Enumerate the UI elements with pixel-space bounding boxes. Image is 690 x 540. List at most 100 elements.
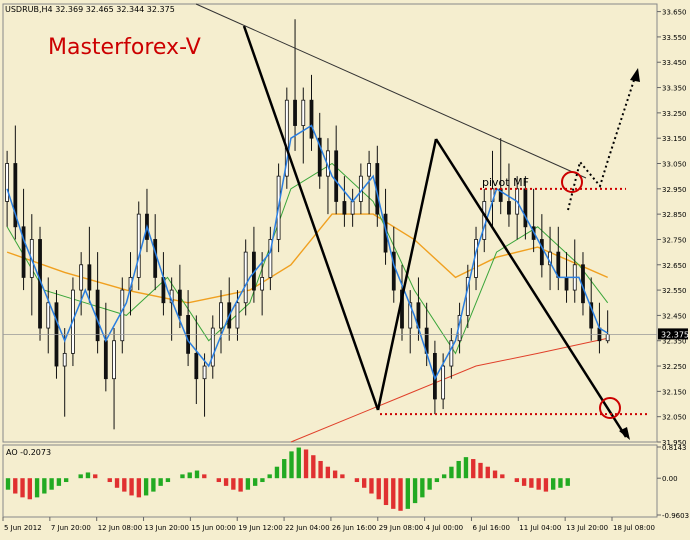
y-axis-ticks: 33.650 33.550 33.450 33.350 33.250 33.150 33.0… [657, 9, 687, 447]
ao-tick-label: 0.00 [662, 475, 678, 483]
ao-label: AO -0.2073 [6, 448, 51, 457]
candle-body [120, 289, 125, 342]
candle-body [136, 213, 141, 278]
y-tick-label: 32.550 [662, 287, 687, 295]
x-tick-label: 11 Jul 04:00 [519, 524, 561, 532]
candle-body [210, 327, 215, 367]
x-tick-label: 7 Jun 20:00 [51, 524, 91, 532]
candle-body [334, 150, 339, 202]
x-tick-label: 19 Jun 12:00 [238, 524, 282, 532]
candle-body [507, 201, 511, 215]
y-tick-label: 32.350 [662, 338, 687, 346]
ma-long-layer [290, 337, 608, 443]
candle-body [589, 302, 594, 329]
ao-axis-ticks: 0.8143 0.00 -0.9603 [657, 444, 689, 520]
candle-body [62, 352, 67, 367]
x-tick-label: 6 Jul 16:00 [472, 524, 510, 532]
candle-body [194, 352, 199, 380]
x-tick-label: 26 Jun 16:00 [332, 524, 376, 532]
y-tick-label: 33.150 [662, 135, 687, 143]
candle-body [153, 239, 158, 278]
projection-arrow-head [630, 68, 640, 82]
candle-body [87, 264, 92, 291]
candle-body [523, 188, 528, 228]
zigzag-leg-up [376, 138, 438, 411]
y-tick-label: 32.150 [662, 388, 687, 396]
y-tick-label: 33.550 [662, 34, 687, 42]
pivot-circle [561, 171, 583, 193]
candle-body [408, 302, 413, 329]
candle-body [350, 201, 355, 215]
candle-body [564, 277, 569, 291]
y-tick-label: 32.450 [662, 312, 687, 320]
candle-body [482, 201, 487, 240]
ao-plot-frame [2, 444, 658, 518]
candle-body [235, 302, 240, 329]
y-tick-label: 32.650 [662, 262, 687, 270]
y-tick-label: 32.750 [662, 236, 687, 244]
candle-body [103, 340, 108, 380]
down-arrow-head [619, 427, 630, 440]
candle-body [284, 99, 289, 177]
candle-body [5, 163, 10, 202]
y-tick-label: 33.350 [662, 85, 687, 93]
ma-fast-line [6, 124, 609, 381]
x-tick-label: 18 Jul 08:00 [613, 524, 655, 532]
zigzag-leg-down-1 [242, 25, 380, 411]
candle-body [243, 251, 248, 304]
candle-body [202, 365, 207, 380]
candle-body [342, 201, 347, 215]
candles-layer [5, 19, 610, 430]
x-tick-label: 12 Jun 08:00 [98, 524, 142, 532]
x-tick-label: 22 Jun 04:00 [285, 524, 329, 532]
ao-tick-label: -0.9603 [662, 512, 689, 520]
projection-path [567, 73, 637, 211]
candle-body [605, 333, 610, 342]
resistance-trendline [195, 3, 587, 179]
candle-body [358, 175, 363, 202]
x-tick-label: 4 Jul 00:00 [426, 524, 464, 532]
ma-long-line [290, 337, 608, 443]
candle-body [367, 163, 371, 177]
y-tick-label: 31.950 [662, 439, 687, 447]
ma-fast-layer [6, 124, 609, 381]
x-tick-label: 13 Jul 20:00 [566, 524, 608, 532]
x-tick-label: 15 Jun 00:00 [191, 524, 235, 532]
candle-body [46, 302, 51, 329]
y-tick-label: 33.450 [662, 59, 687, 67]
candle-body [441, 365, 446, 400]
y-tick-label: 32.250 [662, 363, 687, 371]
ao-histogram [5, 447, 570, 511]
y-tick-label: 33.050 [662, 161, 687, 169]
candle-body [556, 251, 561, 278]
y-tick-label: 32.950 [662, 186, 687, 194]
candle-body [79, 264, 84, 291]
candle-body [13, 163, 18, 228]
pivot-annotation: pivot MF [482, 176, 529, 189]
candle-body [309, 99, 314, 139]
x-tick-label: 13 Jun 20:00 [145, 524, 189, 532]
y-tick-label: 33.650 [662, 9, 687, 17]
candle-body [317, 137, 322, 177]
x-tick-label: 29 Jun 08:00 [379, 524, 423, 532]
candle-body [219, 302, 223, 329]
candle-body [21, 226, 26, 278]
candle-body [177, 289, 182, 316]
zigzag-drawing [195, 3, 630, 440]
symbol-header: USDRUB,H4 32.369 32.465 32.344 32.375 [5, 5, 175, 14]
main-plot-frame [2, 3, 658, 443]
candle-body [391, 251, 396, 291]
candle-body [112, 340, 116, 380]
current-price-label: 32.375 [661, 330, 689, 339]
candle-body [293, 99, 297, 126]
candle-body [301, 99, 306, 126]
x-tick-label: 5 Jun 2012 [4, 524, 42, 532]
candle-body [268, 239, 273, 278]
candle-body [539, 239, 544, 266]
candle-body [95, 289, 100, 342]
candle-body [260, 277, 265, 291]
y-tick-label: 32.850 [662, 211, 687, 219]
candle-body [449, 340, 454, 367]
